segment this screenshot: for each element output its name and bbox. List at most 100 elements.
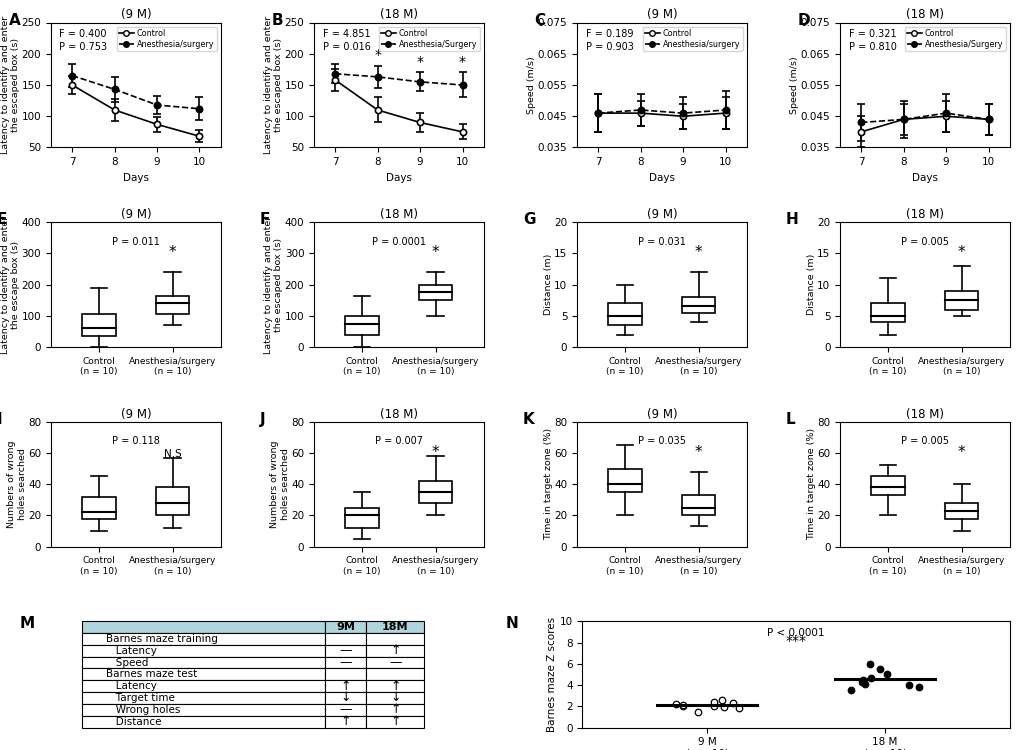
Text: *: * bbox=[169, 245, 176, 260]
Bar bbox=[156, 296, 190, 314]
Text: J: J bbox=[260, 412, 265, 427]
Text: G: G bbox=[523, 212, 535, 227]
Point bbox=[725, 697, 741, 709]
Point bbox=[842, 684, 858, 696]
Title: (18 M): (18 M) bbox=[905, 208, 943, 221]
Point bbox=[674, 699, 690, 711]
Point bbox=[705, 700, 721, 712]
Y-axis label: Distance (m): Distance (m) bbox=[806, 254, 815, 315]
Point bbox=[862, 671, 878, 683]
Legend: Control, Anesthesia/Surgery: Control, Anesthesia/Surgery bbox=[378, 26, 479, 51]
Title: (18 M): (18 M) bbox=[379, 208, 418, 221]
Title: (9 M): (9 M) bbox=[120, 8, 151, 21]
Text: B: B bbox=[271, 13, 283, 28]
X-axis label: Days: Days bbox=[385, 172, 412, 183]
Bar bbox=[682, 297, 714, 313]
Point bbox=[705, 696, 721, 708]
Text: P = 0.0001: P = 0.0001 bbox=[372, 236, 426, 247]
Title: (9 M): (9 M) bbox=[646, 407, 677, 421]
Point bbox=[731, 703, 747, 715]
Text: *: * bbox=[694, 245, 702, 260]
Text: N.S: N.S bbox=[164, 448, 181, 459]
Bar bbox=[607, 469, 641, 492]
Point bbox=[854, 676, 870, 688]
Bar bbox=[156, 488, 190, 515]
Legend: Control, Anesthesia/surgery: Control, Anesthesia/surgery bbox=[642, 26, 742, 51]
Y-axis label: Speed (m/s): Speed (m/s) bbox=[790, 56, 799, 114]
Text: P = 0.031: P = 0.031 bbox=[637, 236, 685, 247]
Point bbox=[856, 678, 872, 690]
Y-axis label: Latency to identify and enter
the escaped box (s): Latency to identify and enter the escape… bbox=[264, 215, 283, 354]
Text: F = 0.321: F = 0.321 bbox=[848, 28, 896, 39]
Title: (18 M): (18 M) bbox=[379, 8, 418, 21]
Text: *: * bbox=[957, 445, 965, 460]
Title: (18 M): (18 M) bbox=[905, 8, 943, 21]
Text: H: H bbox=[785, 212, 798, 227]
Text: C: C bbox=[534, 13, 545, 28]
Bar bbox=[345, 508, 378, 528]
Bar bbox=[419, 284, 452, 300]
Text: *: * bbox=[431, 445, 439, 460]
Title: (9 M): (9 M) bbox=[646, 8, 677, 21]
Bar bbox=[682, 495, 714, 515]
Point bbox=[713, 694, 730, 706]
Title: (18 M): (18 M) bbox=[905, 407, 943, 421]
Text: P = 0.011: P = 0.011 bbox=[112, 236, 160, 247]
Legend: Control, Anesthesia/surgery: Control, Anesthesia/surgery bbox=[116, 26, 216, 51]
Title: (9 M): (9 M) bbox=[646, 208, 677, 221]
Bar bbox=[870, 476, 904, 495]
Bar bbox=[945, 503, 977, 518]
Text: P = 0.810: P = 0.810 bbox=[848, 43, 896, 52]
Bar bbox=[83, 496, 115, 518]
Point bbox=[878, 668, 895, 680]
Point bbox=[666, 698, 683, 710]
Title: (9 M): (9 M) bbox=[120, 407, 151, 421]
Bar bbox=[83, 314, 115, 336]
Bar bbox=[419, 481, 452, 503]
Y-axis label: Numbers of wrong
holes searched: Numbers of wrong holes searched bbox=[7, 440, 26, 528]
Point bbox=[910, 681, 926, 693]
Text: F = 4.851: F = 4.851 bbox=[322, 28, 370, 39]
Text: ***: *** bbox=[785, 634, 806, 648]
Text: P = 0.005: P = 0.005 bbox=[900, 436, 948, 446]
Point bbox=[871, 663, 888, 675]
Text: *: * bbox=[459, 55, 466, 69]
X-axis label: Days: Days bbox=[122, 172, 149, 183]
Y-axis label: Time in target zone (%): Time in target zone (%) bbox=[806, 428, 815, 540]
Point bbox=[674, 700, 690, 712]
Text: P = 0.035: P = 0.035 bbox=[637, 436, 685, 446]
Y-axis label: Speed (m/s): Speed (m/s) bbox=[527, 56, 536, 114]
Text: I: I bbox=[0, 412, 2, 427]
Text: *: * bbox=[374, 48, 381, 62]
Bar bbox=[345, 316, 378, 334]
Point bbox=[854, 674, 870, 686]
Text: P = 0.016: P = 0.016 bbox=[322, 43, 370, 52]
Title: (9 M): (9 M) bbox=[120, 208, 151, 221]
Text: *: * bbox=[957, 245, 965, 260]
Text: D: D bbox=[797, 13, 809, 28]
Point bbox=[689, 706, 705, 718]
Text: A: A bbox=[8, 13, 20, 28]
X-axis label: Days: Days bbox=[648, 172, 675, 183]
Text: M: M bbox=[20, 616, 35, 631]
Text: L: L bbox=[785, 412, 795, 427]
Text: K: K bbox=[523, 412, 534, 427]
Y-axis label: Latency to identify and enter
the escaped box (s): Latency to identify and enter the escape… bbox=[264, 16, 283, 154]
Text: F = 0.400: F = 0.400 bbox=[59, 28, 107, 39]
Bar bbox=[607, 303, 641, 326]
Text: *: * bbox=[431, 245, 439, 260]
Text: P = 0.903: P = 0.903 bbox=[585, 43, 633, 52]
Point bbox=[900, 679, 916, 691]
Text: P < 0.0001: P < 0.0001 bbox=[766, 628, 824, 638]
Legend: Control, Anesthesia/Surgery: Control, Anesthesia/Surgery bbox=[904, 26, 1005, 51]
Text: F: F bbox=[260, 212, 270, 227]
Text: P = 0.753: P = 0.753 bbox=[59, 43, 107, 52]
Title: (18 M): (18 M) bbox=[379, 407, 418, 421]
Text: *: * bbox=[416, 55, 423, 69]
Text: F = 0.189: F = 0.189 bbox=[585, 28, 633, 39]
Point bbox=[714, 701, 731, 713]
X-axis label: Days: Days bbox=[911, 172, 937, 183]
Y-axis label: Numbers of wrong
holes searched: Numbers of wrong holes searched bbox=[270, 440, 289, 528]
Y-axis label: Distance (m): Distance (m) bbox=[543, 254, 552, 315]
Text: E: E bbox=[0, 212, 7, 227]
